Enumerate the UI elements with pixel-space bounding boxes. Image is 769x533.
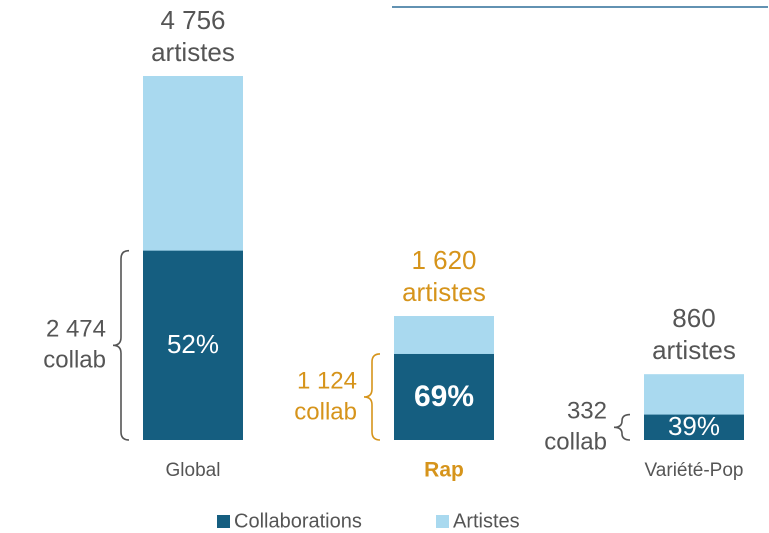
legend-label: Artistes [453, 510, 520, 532]
bar [394, 353, 494, 440]
value-unit: artistes [151, 37, 235, 67]
legend-swatch [436, 515, 449, 528]
value-label: 4 756 [160, 5, 225, 35]
value-label: 860 [672, 303, 715, 333]
x-tick-label: Variété-Pop [645, 460, 744, 481]
collab-unit: collab [544, 429, 607, 456]
value-unit: artistes [402, 277, 486, 307]
value-unit: artistes [652, 335, 736, 365]
share-label: 69% [414, 380, 474, 413]
collab-unit: collab [43, 347, 106, 374]
collab-label: 332 [567, 398, 607, 425]
share-label: 39% [668, 411, 720, 441]
share-label: 52% [167, 329, 219, 359]
collab-unit: collab [294, 398, 357, 425]
x-tick-label: Global [166, 460, 221, 481]
legend-label: Collaborations [234, 510, 362, 532]
x-tick-label: Rap [424, 459, 464, 482]
legend-swatch [217, 515, 230, 528]
brace [613, 413, 631, 441]
value-label: 1 620 [411, 245, 476, 275]
brace [363, 353, 381, 441]
bar [644, 414, 744, 440]
collab-label: 1 124 [297, 367, 357, 394]
bar [143, 250, 243, 440]
collab-label: 2 474 [46, 316, 106, 343]
brace [112, 249, 130, 441]
